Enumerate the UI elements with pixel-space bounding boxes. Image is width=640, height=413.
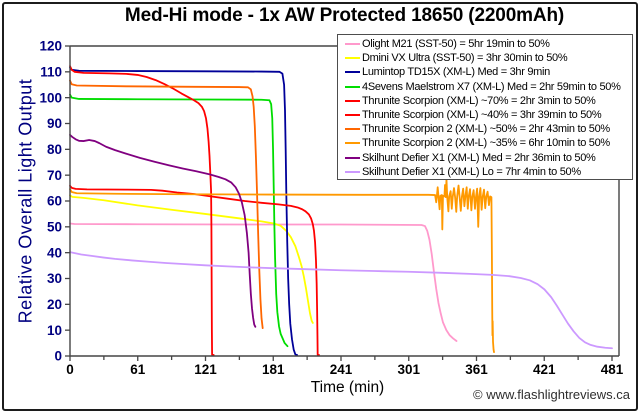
y-tick-label: 110 [40, 65, 62, 80]
legend-swatch [345, 142, 360, 145]
legend-swatch [345, 170, 360, 173]
y-tick-label: 50 [47, 220, 62, 235]
legend-swatch [345, 156, 360, 159]
legend-item: Thrunite Scorpion 2 (XM-L) ~35% = 6hr 10… [338, 136, 632, 150]
legend-swatch [345, 114, 360, 117]
legend-item: Skilhunt Defier X1 (XM-L) Lo = 7hr 4min … [338, 165, 632, 179]
legend-item: 4Sevens Maelstrom X7 (XM-L) Med = 2hr 59… [338, 80, 632, 94]
x-axis-title: Time (min) [310, 379, 385, 396]
series-line-3 [69, 66, 298, 356]
legend-label: Thrunite Scorpion 2 (XM-L) ~35% = 6hr 10… [362, 137, 610, 150]
legend-label: Skilhunt Defier X1 (XM-L) Med = 2hr 36mi… [362, 151, 596, 164]
series-line-6 [69, 184, 320, 356]
legend-label: Olight M21 (SST-50) = 5hr 19min to 50% [362, 38, 550, 51]
legend-swatch [345, 71, 360, 74]
y-tick-label: 90 [47, 116, 62, 131]
legend-swatch [345, 128, 360, 131]
x-tick-label: 421 [533, 362, 556, 377]
legend-item: Dmini VX Ultra (SST-50) = 3hr 30min to 5… [338, 51, 632, 65]
legend-swatch [345, 43, 360, 46]
chart-title: Med-Hi mode - 1x AW Protected 18650 (220… [124, 5, 565, 26]
series-line-2 [69, 194, 314, 324]
x-tick-label: 301 [397, 362, 420, 377]
y-tick-label: 0 [54, 349, 62, 364]
legend-label: Lumintop TD15X (XM-L) Med = 3hr 9min [362, 66, 550, 79]
legend: Olight M21 (SST-50) = 5hr 19min to 50% Dm… [337, 34, 633, 180]
legend-item: Thrunite Scorpion (XM-L) ~70% = 2hr 3min… [338, 94, 632, 108]
x-tick-label: 481 [601, 362, 624, 377]
x-tick-label: 241 [330, 362, 353, 377]
legend-item: Lumintop TD15X (XM-L) Med = 3hr 9min [338, 65, 632, 79]
x-tick-label: 61 [130, 362, 146, 377]
y-tick-label: 80 [47, 142, 62, 157]
legend-item: Skilhunt Defier X1 (XM-L) Med = 2hr 36mi… [338, 151, 632, 165]
x-tick-label: 361 [465, 362, 488, 377]
legend-label: Thrunite Scorpion (XM-L) ~40% = 3hr 39mi… [362, 109, 602, 122]
legend-swatch [345, 57, 360, 60]
x-tick-label: 0 [66, 362, 74, 377]
y-tick-label: 30 [47, 271, 62, 286]
watermark: © www.flashlightreviews.ca [473, 387, 630, 402]
legend-swatch [345, 99, 360, 102]
legend-label: Dmini VX Ultra (SST-50) = 3hr 30min to 5… [362, 52, 568, 65]
legend-item: Thrunite Scorpion (XM-L) ~40% = 3hr 39mi… [338, 108, 632, 122]
legend-item: Olight M21 (SST-50) = 5hr 19min to 50% [338, 37, 632, 51]
legend-item: Thrunite Scorpion 2 (XM-L) ~50% = 2hr 43… [338, 122, 632, 136]
legend-label: 4Sevens Maelstrom X7 (XM-L) Med = 2hr 59… [362, 80, 621, 93]
series-line-5 [69, 65, 215, 356]
series-line-7 [69, 79, 264, 330]
y-tick-label: 100 [39, 90, 62, 105]
x-tick-label: 121 [194, 362, 217, 377]
y-tick-label: 10 [47, 323, 62, 338]
y-tick-label: 70 [47, 168, 62, 183]
legend-label: Skilhunt Defier X1 (XM-L) Lo = 7hr 4min … [362, 165, 581, 178]
legend-label: Thrunite Scorpion (XM-L) ~70% = 2hr 3min… [362, 94, 596, 107]
legend-swatch [345, 85, 360, 88]
legend-label: Thrunite Scorpion 2 (XM-L) ~50% = 2hr 43… [362, 123, 610, 136]
y-tick-label: 60 [47, 194, 62, 209]
series-line-10 [69, 251, 613, 350]
y-tick-label: 120 [39, 39, 62, 54]
y-tick-label: 20 [47, 297, 62, 312]
series-line-8 [69, 178, 495, 354]
series-line-9 [69, 133, 257, 328]
series-line-4 [69, 93, 289, 348]
series-line-1 [69, 222, 458, 342]
y-tick-label: 40 [47, 245, 62, 260]
x-tick-label: 181 [262, 362, 285, 377]
